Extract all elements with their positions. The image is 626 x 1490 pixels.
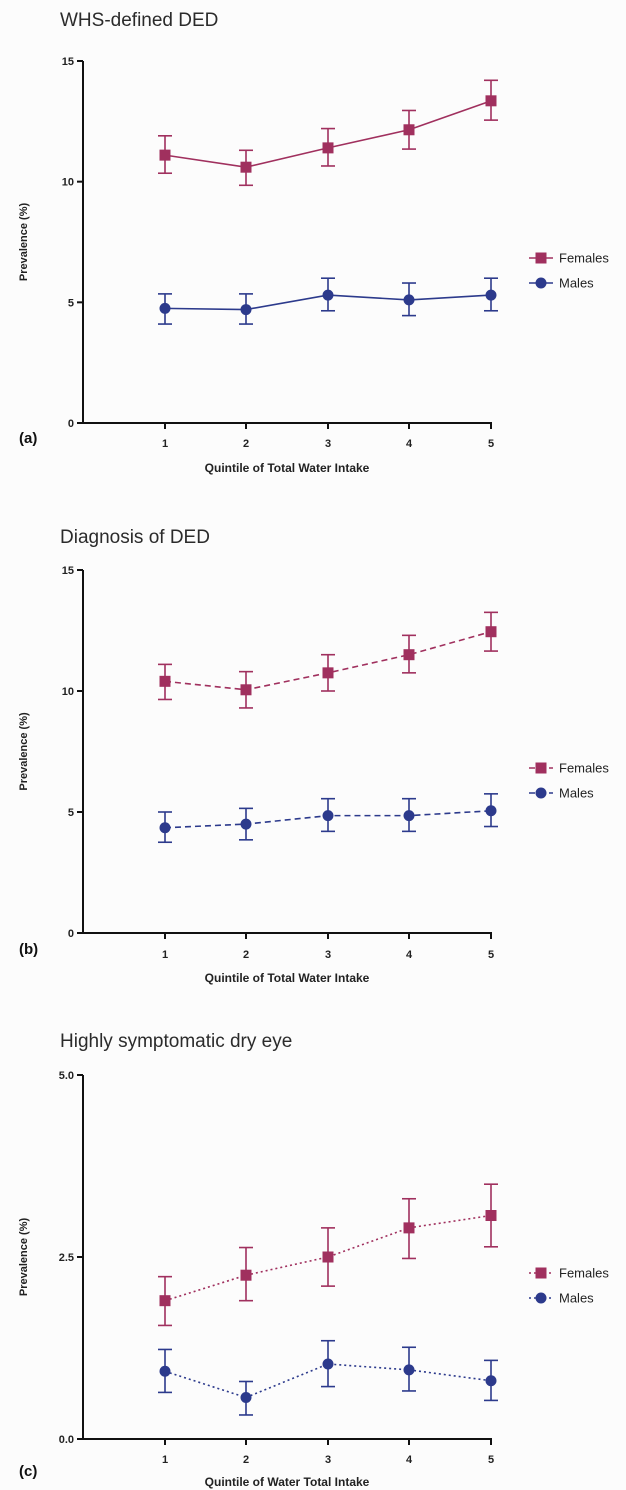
y-tick-label: 0 (68, 928, 74, 940)
data-point-square (404, 649, 415, 660)
data-point-square (160, 676, 171, 687)
legend-marker-square (536, 253, 547, 264)
x-tick-label: 2 (243, 949, 249, 961)
data-point-square (323, 142, 334, 153)
y-axis-label: Prevalence (%) (18, 1218, 30, 1297)
y-tick-label: 5 (68, 807, 74, 819)
y-tick-label: 15 (62, 56, 74, 68)
chart-panel: WHS-defined DED 0 5 10 15 1 2 3 4 5 Prevalence (%)… (18, 10, 609, 475)
legend-label: Males (559, 1291, 594, 1306)
data-point-square (241, 162, 252, 173)
data-point-circle (404, 294, 415, 305)
x-axis-label: Quintile of Total Water Intake (205, 461, 370, 475)
y-tick-label: 10 (62, 686, 74, 698)
data-point-circle (241, 819, 252, 830)
data-point-circle (486, 290, 497, 301)
chart-title: Diagnosis of DED (60, 527, 210, 548)
x-tick-label: 4 (406, 438, 413, 450)
data-point-square (323, 667, 334, 678)
data-point-circle (241, 1392, 252, 1403)
x-tick-label: 3 (325, 1454, 331, 1466)
legend-label: Females (559, 761, 609, 776)
data-point-square (486, 626, 497, 637)
data-point-square (486, 1210, 497, 1221)
data-point-circle (404, 810, 415, 821)
x-tick-label: 4 (406, 949, 413, 961)
data-point-circle (323, 810, 334, 821)
legend-marker-circle (536, 278, 547, 289)
data-point-circle (160, 1366, 171, 1377)
data-point-circle (486, 1375, 497, 1386)
data-point-square (404, 1222, 415, 1233)
y-tick-label: 10 (62, 177, 74, 189)
data-point-circle (323, 1359, 334, 1370)
y-axis-label: Prevalence (%) (18, 203, 30, 282)
y-tick-label: 5 (68, 297, 74, 309)
y-tick-label: 2.5 (59, 1252, 74, 1264)
chart-panel: Highly symptomatic dry eye 0.0 2.5 5.0 1 2 3 4 5… (18, 1031, 609, 1489)
legend-label: Females (559, 251, 609, 266)
y-tick-label: 0.0 (59, 1434, 74, 1446)
x-tick-label: 5 (488, 949, 494, 961)
data-point-square (404, 124, 415, 135)
panel-label: (c) (19, 1463, 37, 1480)
legend-marker-circle (536, 788, 547, 799)
x-tick-label: 2 (243, 438, 249, 450)
x-tick-label: 3 (325, 438, 331, 450)
y-tick-label: 15 (62, 565, 74, 577)
chart-panel: Diagnosis of DED 0 5 10 15 1 2 3 4 5 Prevalence (%… (18, 527, 609, 985)
data-point-circle (323, 290, 334, 301)
legend-label: Females (559, 1266, 609, 1281)
data-point-circle (486, 805, 497, 816)
y-tick-label: 0 (68, 418, 74, 430)
panel-label: (a) (19, 430, 37, 447)
data-point-square (323, 1252, 334, 1263)
data-point-circle (241, 304, 252, 315)
data-point-square (486, 95, 497, 106)
legend-label: Males (559, 786, 594, 801)
x-tick-label: 1 (162, 1454, 168, 1466)
chart-title: Highly symptomatic dry eye (60, 1031, 292, 1052)
data-point-square (160, 150, 171, 161)
x-axis-label: Quintile of Total Water Intake (205, 971, 370, 985)
legend-marker-square (536, 1268, 547, 1279)
x-axis-label: Quintile of Water Total Intake (205, 1475, 370, 1489)
legend-label: Males (559, 276, 594, 291)
data-point-square (160, 1295, 171, 1306)
data-point-square (241, 684, 252, 695)
panel-label: (b) (19, 941, 38, 958)
legend-marker-square (536, 763, 547, 774)
x-tick-label: 1 (162, 438, 168, 450)
data-point-circle (160, 303, 171, 314)
x-tick-label: 5 (488, 438, 494, 450)
x-tick-label: 1 (162, 949, 168, 961)
x-tick-label: 3 (325, 949, 331, 961)
x-tick-label: 5 (488, 1454, 494, 1466)
data-point-circle (404, 1364, 415, 1375)
y-axis-label: Prevalence (%) (18, 712, 30, 791)
legend-marker-circle (536, 1293, 547, 1304)
x-tick-label: 4 (406, 1454, 413, 1466)
data-point-circle (160, 822, 171, 833)
y-tick-label: 5.0 (59, 1070, 74, 1082)
x-tick-label: 2 (243, 1454, 249, 1466)
data-point-square (241, 1270, 252, 1281)
chart-title: WHS-defined DED (60, 10, 218, 31)
